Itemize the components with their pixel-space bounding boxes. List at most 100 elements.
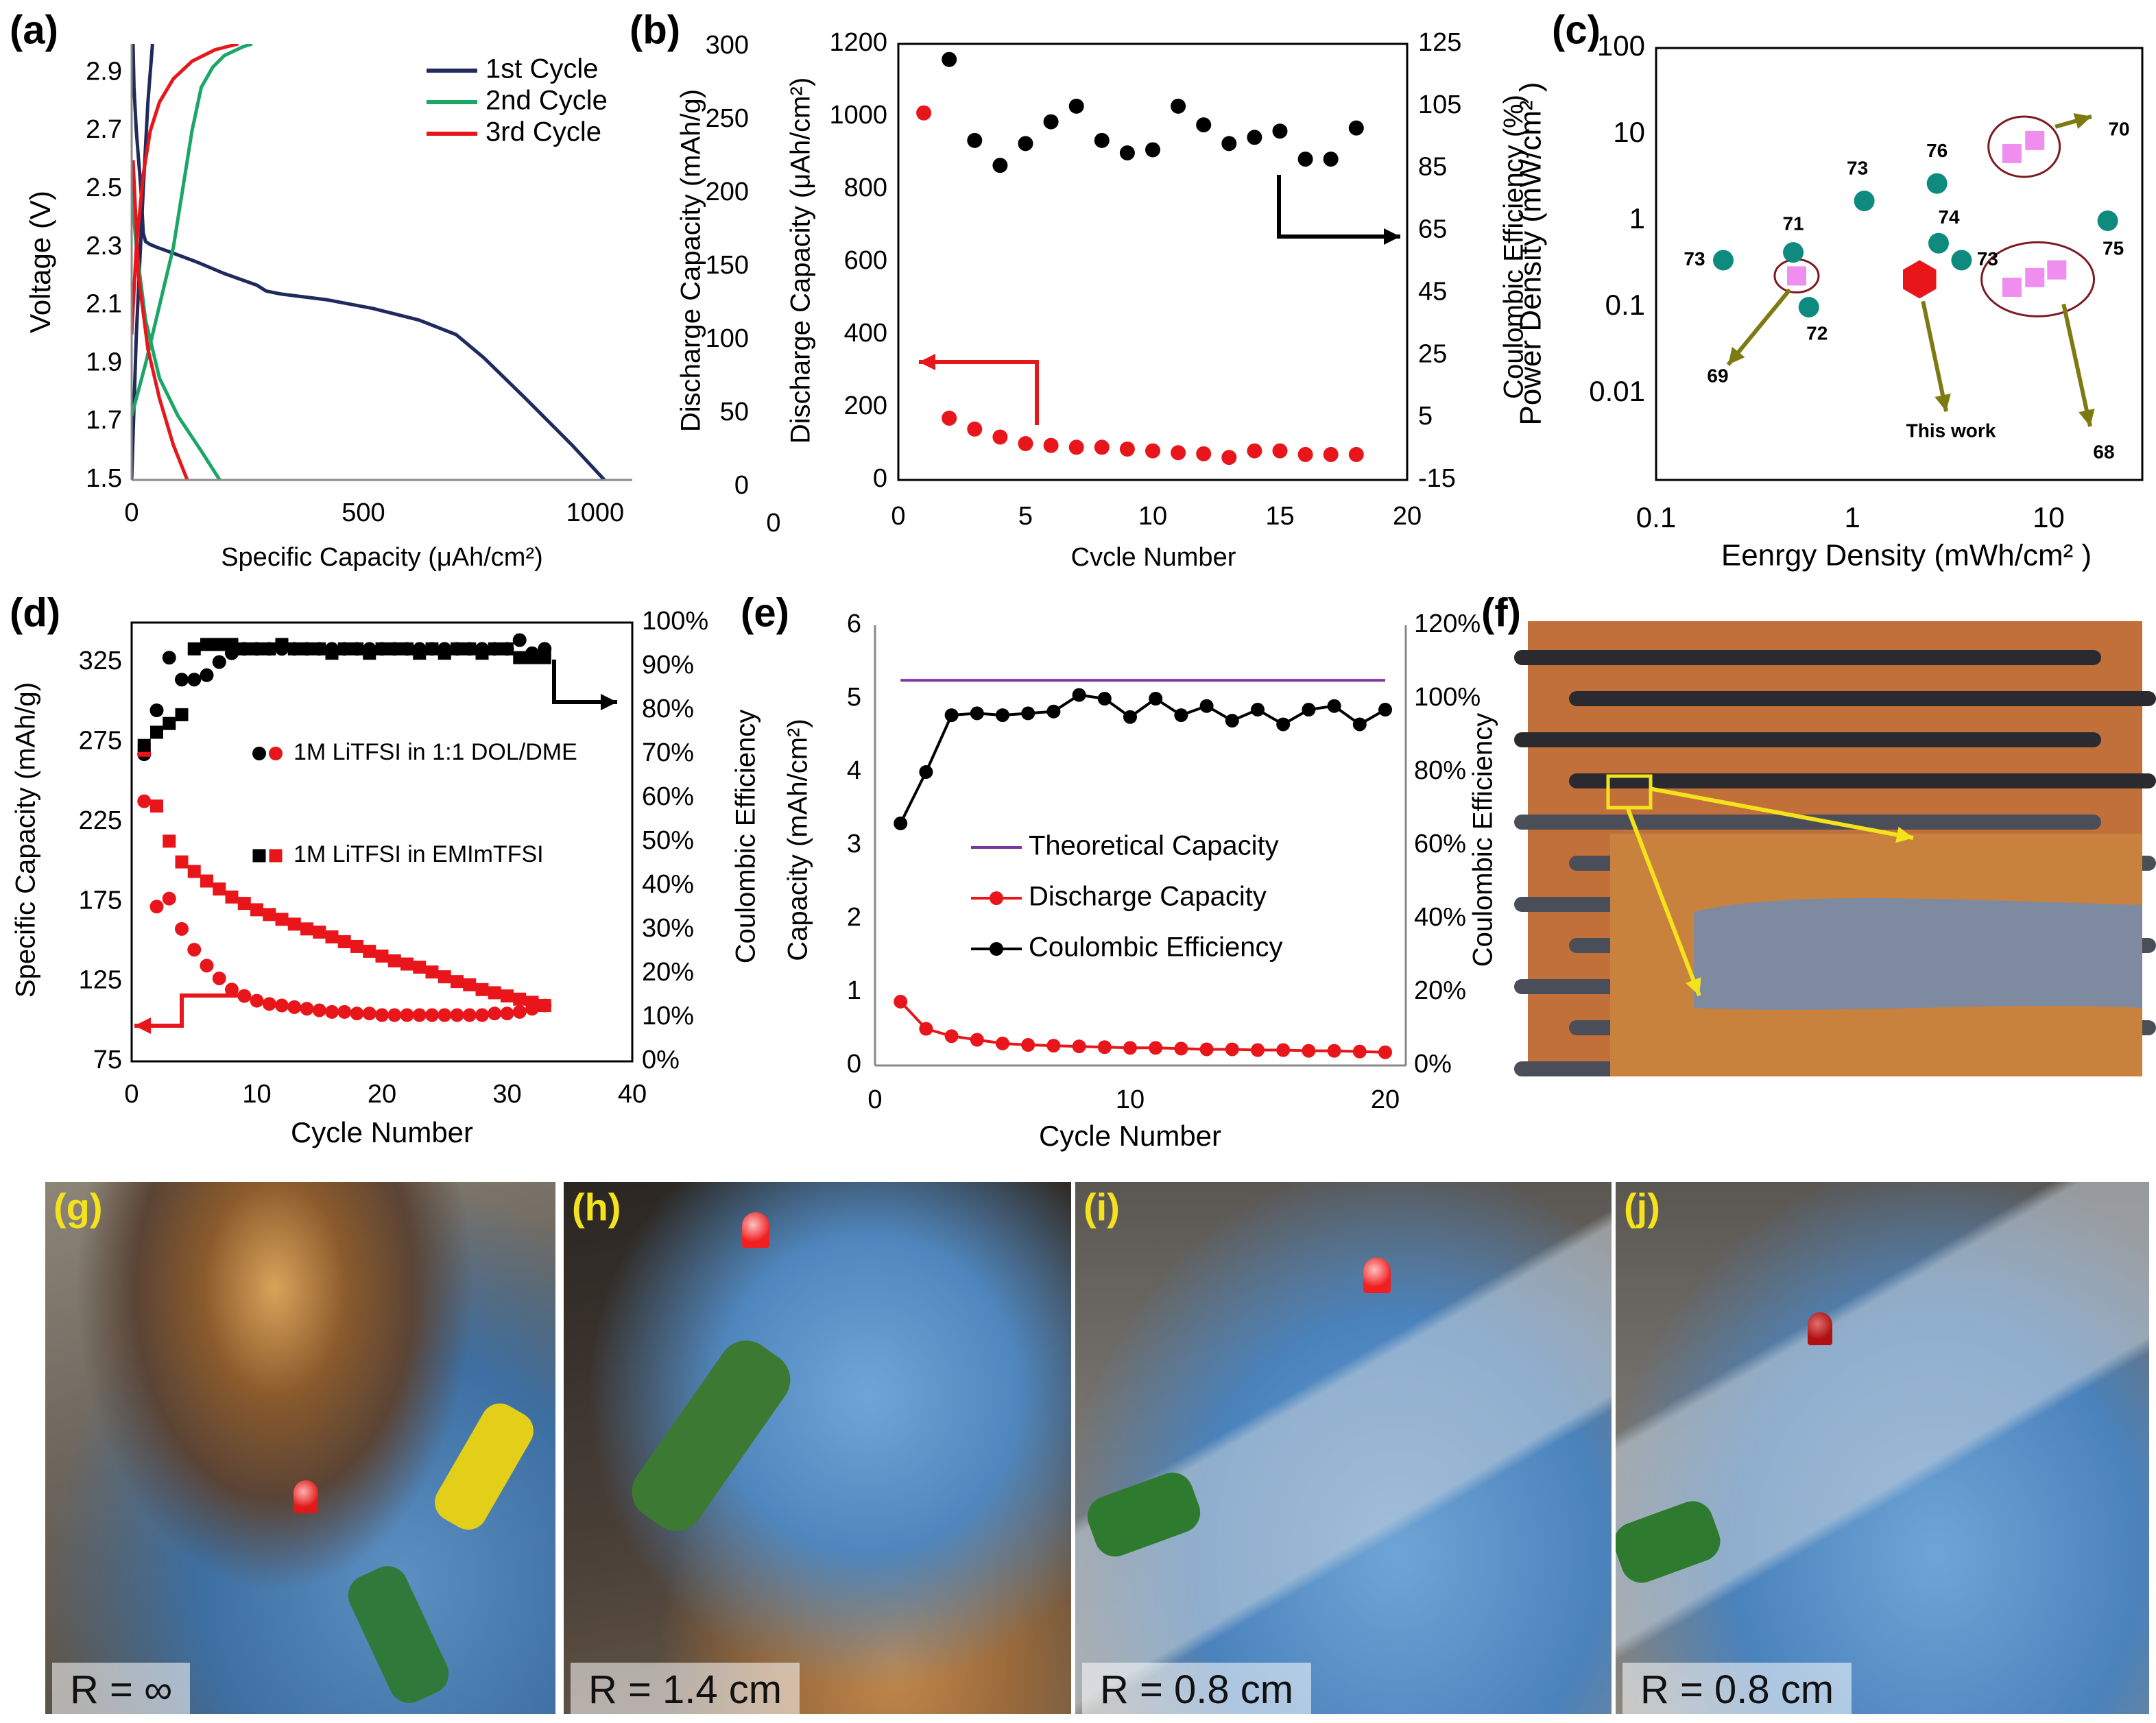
legend-marker bbox=[252, 849, 266, 863]
point-label: 73 bbox=[1684, 248, 1705, 269]
data-point bbox=[350, 642, 363, 655]
data-point bbox=[337, 935, 351, 948]
data-point bbox=[1043, 114, 1059, 130]
y-tick-label-right: 40% bbox=[1414, 903, 1466, 932]
photo-panel-j: (j) R = 0.8 cm bbox=[1616, 1182, 2149, 1714]
x-tick-label: 10 bbox=[1116, 1085, 1145, 1114]
data-point bbox=[225, 983, 239, 997]
panel-label-h: (h) bbox=[572, 1185, 621, 1229]
x-tick-label: 10 bbox=[242, 1080, 271, 1109]
data-point bbox=[475, 983, 489, 996]
data-point bbox=[162, 651, 176, 665]
data-point bbox=[1276, 1043, 1291, 1057]
legend-marker bbox=[252, 747, 266, 760]
x-axis-title: Specific Capacity (μAh/cm²) bbox=[221, 543, 543, 572]
annotation-arrow-head bbox=[1728, 346, 1745, 365]
data-point bbox=[387, 954, 401, 967]
data-point bbox=[1046, 1039, 1061, 1053]
data-point bbox=[1123, 1041, 1137, 1055]
chart-a-series bbox=[132, 44, 606, 480]
series-line bbox=[132, 160, 189, 480]
data-point bbox=[2002, 277, 2022, 297]
data-point bbox=[919, 1022, 933, 1036]
data-point bbox=[250, 993, 264, 1008]
panel-label: (d) bbox=[10, 590, 60, 635]
data-point bbox=[313, 642, 326, 655]
annotation-label: 70 bbox=[2108, 118, 2129, 139]
data-point bbox=[1247, 130, 1262, 145]
data-point bbox=[275, 913, 289, 926]
x-tick-label: 20 bbox=[1371, 1085, 1400, 1114]
data-point bbox=[237, 897, 251, 911]
data-point bbox=[213, 882, 226, 896]
data-point bbox=[237, 989, 252, 1003]
photo-caption-h: R = 1.4 cm bbox=[571, 1663, 800, 1714]
alligator-clip-yellow bbox=[427, 1396, 541, 1537]
data-point bbox=[212, 971, 226, 985]
data-point bbox=[1323, 446, 1339, 462]
annotation-arrow-head bbox=[1935, 394, 1951, 411]
data-point bbox=[1352, 1044, 1367, 1059]
data-point bbox=[250, 642, 263, 655]
data-point bbox=[225, 638, 239, 651]
series-line bbox=[132, 44, 239, 335]
y-tick-label-right: 60% bbox=[642, 782, 694, 811]
highlight-ellipse bbox=[1980, 241, 2096, 317]
y-tick-label-right: 20% bbox=[642, 958, 694, 987]
data-point bbox=[967, 132, 983, 148]
data-point bbox=[1072, 688, 1086, 702]
data-point bbox=[275, 998, 289, 1013]
interdigitated-finger bbox=[1514, 650, 2101, 665]
panel-label: (c) bbox=[1552, 8, 1601, 52]
data-point bbox=[1327, 1044, 1341, 1058]
legend-marker bbox=[990, 942, 1003, 956]
plot-frame bbox=[1655, 47, 2144, 481]
data-point bbox=[1854, 190, 1875, 211]
data-point bbox=[944, 708, 959, 723]
data-point bbox=[500, 1007, 514, 1021]
data-point bbox=[350, 939, 363, 953]
data-point bbox=[512, 633, 527, 647]
interdigitated-finger bbox=[1514, 815, 2101, 830]
data-point bbox=[1378, 1045, 1392, 1059]
y-tick-label: 175 bbox=[79, 886, 122, 915]
data-point bbox=[187, 673, 202, 687]
y-tick-label-right: 100% bbox=[642, 607, 708, 636]
y-axis-title-right: Coulombic Efficiency (%) bbox=[1499, 95, 1529, 399]
x-tick-label: 10 bbox=[1138, 502, 1167, 531]
data-point bbox=[375, 949, 389, 963]
data-point bbox=[970, 706, 984, 721]
data-point bbox=[1951, 250, 1972, 271]
y-tick-label: 10 bbox=[1613, 116, 1645, 148]
y-tick-label: 0.1 bbox=[1605, 289, 1645, 321]
x-tick-label: 500 bbox=[342, 498, 385, 527]
y-tick-label-outer: 0 bbox=[734, 471, 749, 500]
led-icon bbox=[1808, 1312, 1832, 1345]
data-point bbox=[1196, 446, 1212, 461]
data-point bbox=[475, 647, 489, 660]
y-tick-label-right: 5 bbox=[1418, 402, 1433, 431]
plot-frame bbox=[897, 43, 1409, 481]
data-point bbox=[501, 989, 514, 1003]
data-point bbox=[387, 642, 401, 655]
data-point bbox=[1221, 136, 1237, 152]
data-point bbox=[412, 1008, 427, 1022]
legend-marker bbox=[269, 849, 283, 863]
data-point bbox=[438, 1008, 452, 1022]
data-point bbox=[313, 925, 326, 939]
photo-caption-j: R = 0.8 cm bbox=[1622, 1663, 1852, 1714]
photo-panel-h: (h) R = 1.4 cm bbox=[564, 1182, 1071, 1714]
y-tick-label-inner: 1200 bbox=[829, 28, 887, 57]
annotation-arrow-head bbox=[2079, 409, 2095, 426]
legend-marker bbox=[269, 747, 283, 760]
data-point bbox=[488, 1007, 502, 1021]
panel-label: (f) bbox=[1481, 590, 1521, 635]
data-point bbox=[538, 999, 551, 1013]
data-point bbox=[200, 874, 213, 888]
data-point bbox=[538, 651, 551, 664]
data-point bbox=[1786, 266, 1806, 286]
annotation-arrow bbox=[2061, 304, 2092, 427]
data-point bbox=[425, 1008, 439, 1022]
y-tick-label-right: 45 bbox=[1418, 277, 1447, 306]
